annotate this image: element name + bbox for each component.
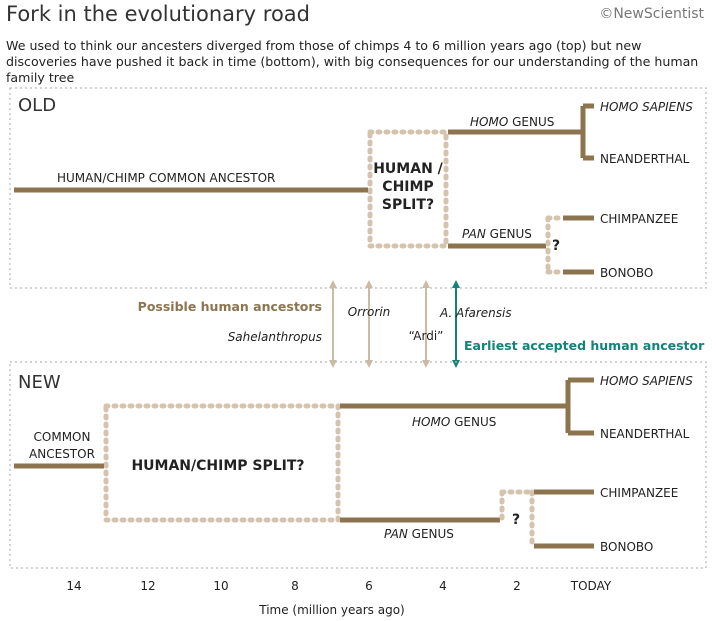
old-common-ancestor-label: HUMAN/CHIMP COMMON ANCESTOR [57, 171, 275, 185]
tick-2: 2 [513, 579, 521, 593]
old-bonobo-label: BONOBO [600, 266, 653, 280]
old-panel-border [9, 87, 707, 289]
new-split-label: HUMAN/CHIMP SPLIT? [131, 458, 304, 474]
tick-6: 6 [365, 579, 373, 593]
old-pan-genus-label: PAN GENUS [462, 227, 532, 241]
tick-4: 4 [439, 579, 447, 593]
new-scientist-logo: ©NewScientist [599, 6, 704, 22]
orrorin-label: Orrorin [348, 305, 391, 319]
possible-ancestors-label: Possible human ancestors [138, 299, 322, 314]
new-bonobo-label: BONOBO [600, 540, 653, 554]
tick-today: TODAY [570, 579, 612, 593]
new-split-box [103, 403, 341, 523]
tick-10: 10 [213, 579, 228, 593]
new-chimpanzee-label: CHIMPANZEE [600, 486, 678, 500]
sahelanthropus-label: Sahelanthropus [228, 330, 322, 344]
tick-12: 12 [140, 579, 155, 593]
old-split-box [367, 129, 449, 249]
axis-label: Time (million years ago) [258, 603, 404, 617]
new-pan-question: ? [512, 512, 520, 528]
old-chimpanzee-label: CHIMPANZEE [600, 212, 678, 226]
tick-14: 14 [66, 579, 81, 593]
new-homo-sapiens-label: HOMO SAPIENS [600, 374, 693, 388]
old-pan-question: ? [552, 238, 560, 254]
figure-subtitle: We used to think our ancesters diverged … [6, 38, 699, 85]
new-common-ancestor-label-2: ANCESTOR [29, 447, 95, 461]
old-homo-sapiens-label: HOMO SAPIENS [600, 100, 693, 114]
old-homo-genus-label: HOMO GENUS [470, 115, 554, 129]
old-split-label-1: HUMAN / [373, 161, 443, 177]
earliest-ancestor-label: Earliest accepted human ancestor [464, 338, 705, 353]
new-panel: NEW HUMAN/CHIMP SPLIT? COMMON ANCESTOR H… [9, 361, 707, 569]
ardi-label: “Ardi” [409, 329, 444, 343]
figure-title: Fork in the evolutionary road [6, 2, 310, 26]
new-neanderthal-label: NEANDERTHAL [600, 427, 690, 441]
old-neanderthal-label: NEANDERTHAL [600, 152, 690, 166]
new-homo-genus-label: HOMO GENUS [412, 415, 496, 429]
fossil-markers: Possible human ancestors Sahelanthropus … [138, 280, 705, 368]
new-common-ancestor-label-1: COMMON [34, 430, 91, 444]
afarensis-label: A. Afarensis [439, 306, 512, 320]
new-pan-genus-label: PAN GENUS [384, 527, 454, 541]
new-panel-border [9, 361, 707, 569]
old-heading: OLD [18, 95, 56, 116]
time-axis: 14 12 10 8 6 4 2 TODAY Time (million yea… [66, 579, 612, 617]
old-split-label-3: SPLIT? [382, 197, 434, 213]
new-heading: NEW [18, 372, 61, 393]
old-panel: OLD HUMAN/CHIMP COMMON ANCESTOR HUMAN / … [9, 87, 707, 289]
tick-8: 8 [291, 579, 299, 593]
old-split-label-2: CHIMP [382, 179, 433, 195]
